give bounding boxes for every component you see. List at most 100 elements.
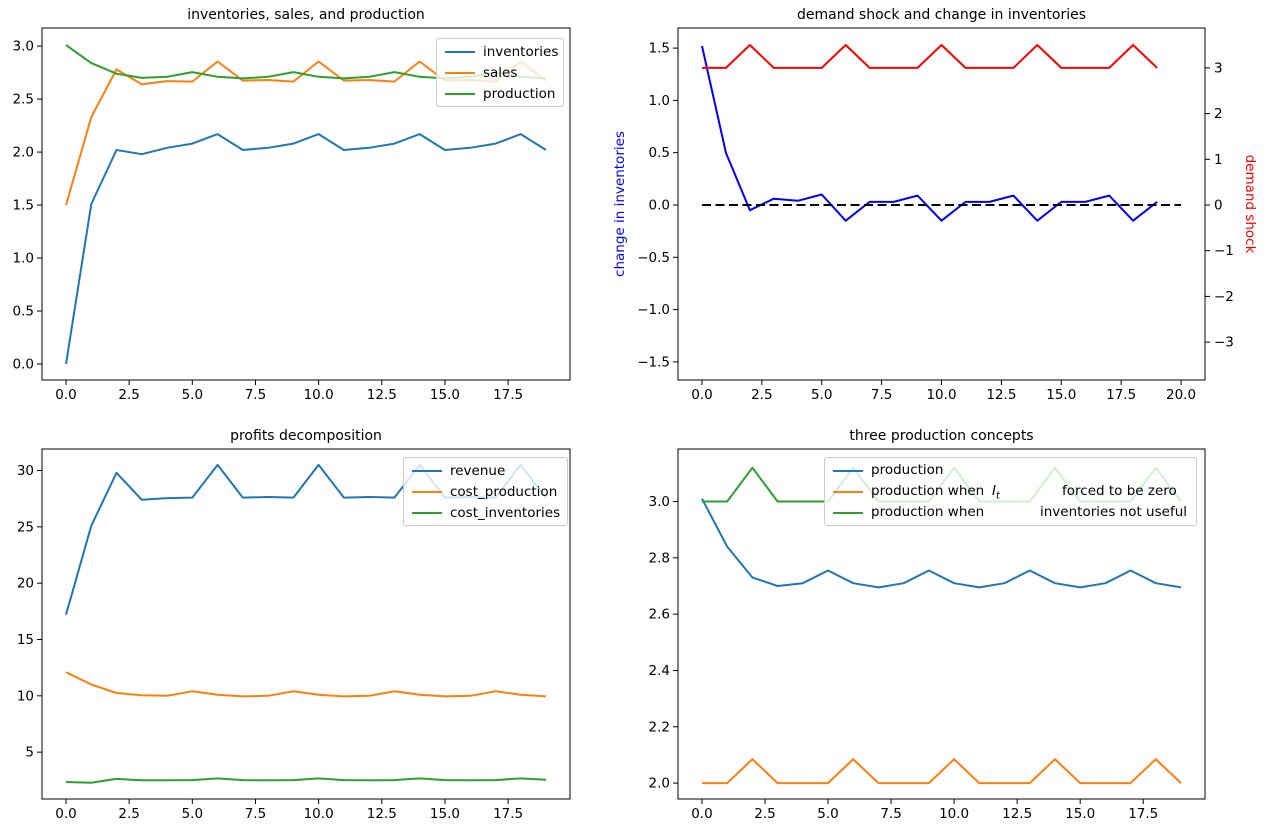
panel-inventories-sales-production: 0.0 2.5 5.0 7.5 10.0 12.5 15.0 17.5 0.0 0.5 1.0 1.5… [13,27,571,403]
legend-line-sample [412,490,442,493]
y-tick-right-label: −1 [1214,243,1234,259]
series-cost-inventories [65,777,547,784]
ylabel-change-in-inventories: change in inventories [612,131,628,277]
y-tick-label: 25 [17,519,34,535]
y-tick-label: 30 [17,463,34,479]
x-tick-label: 10.0 [939,806,969,822]
y-tick-right-label: −3 [1214,335,1234,351]
y-tick-label: 0.5 [649,145,670,161]
legend-item-production-inventories-not-useful: production when inventories not useful [825,502,1196,523]
x-tick-label: 0.0 [55,387,76,403]
y-tick-right-label: 3 [1214,60,1223,76]
y-tick-label: 0.0 [13,357,34,373]
ylabel-demand-shock: demand shock [1242,154,1258,254]
x-tick-label: 12.5 [1002,806,1032,822]
x-tick-label: 0.0 [691,387,712,403]
panel-title-demand-shock: demand shock and change in inventories [796,7,1087,23]
x-tick-label: 12.5 [986,387,1016,403]
legend-line-sample [833,512,863,514]
series-production-zero-inventories [702,758,1182,785]
series-production [701,498,1182,589]
legend-item-sales: sales [437,62,563,83]
x-tick-label: 5.0 [817,806,838,822]
legend-top-left: inventories sales production [436,38,564,107]
x-tick-label: 7.5 [880,806,901,822]
x-tick-label: 10.0 [304,387,334,403]
math-symbol-It: It [992,483,1000,502]
legend-label: cost_production [450,483,558,500]
x-tick-label: 5.0 [811,387,832,403]
x-tick-label: 2.5 [118,387,139,403]
x-tick-label: 17.5 [493,387,523,403]
legend-label: cost_inventories [450,504,561,521]
y-tick-label: 0.0 [649,197,670,213]
panel-title-three-production-concepts: three production concepts [849,428,1034,444]
legend-item-revenue: revenue [404,460,567,481]
legend-line-sample [833,491,863,493]
panel-title-profits-decomposition: profits decomposition [230,428,382,444]
legend-line-sample [412,469,442,472]
x-tick-label: 7.5 [245,806,266,822]
panel-profits-decomposition: 0.0 2.5 5.0 7.5 10.0 12.5 15.0 17.5 5 10 15 20 25 30 [17,448,571,822]
y-tick-label: 20 [17,576,34,592]
x-tick-label: 15.0 [430,387,460,403]
series-cost-production [65,671,547,698]
panel-title-inventories-sales-production: inventories, sales, and production [187,7,425,23]
x-tick-label: 7.5 [245,387,266,403]
x-tick-label: 15.0 [1065,806,1095,822]
legend-item-production-zero-inventories: production when It forced to be zero [825,481,1196,502]
x-tick-label: 12.5 [367,387,397,403]
axes-frame [41,448,571,800]
legend-item-cost-inventories: cost_inventories [404,502,567,523]
y-tick-label: 2.5 [13,92,34,108]
x-tick-label: 17.5 [1106,387,1136,403]
y-tick-label: −0.5 [637,250,670,266]
y-tick-label: −1.0 [637,302,670,318]
legend-bottom-left: revenue cost_production cost_inventories [403,457,568,526]
legend-label-post: inventories not useful [1040,504,1187,520]
x-tick-label: 0.0 [55,806,76,822]
legend-label-post: forced to be zero [1062,483,1177,499]
legend-label: production [483,85,556,102]
axes-frame [677,448,1206,800]
y-tick-right-label: 2 [1214,106,1223,122]
x-tick-label: 15.0 [430,806,460,822]
y-tick-right-label: 0 [1214,198,1223,214]
x-tick-label: 15.0 [1046,387,1076,403]
series-demand-shock [702,44,1158,69]
y-tick-label: 2.8 [649,550,670,566]
y-tick-label: 2.0 [649,776,670,792]
axes-frame [41,27,571,381]
y-tick-label: 2.4 [649,663,670,679]
legend-bottom-right: production production when It forced to … [824,457,1197,526]
y-tick-label: 2.0 [13,145,34,161]
y-tick-right-label: 1 [1214,152,1223,168]
legend-item-inventories: inventories [437,41,563,62]
legend-label: production [871,462,944,478]
x-tick-label: 12.5 [367,806,397,822]
y-tick-label: 15 [17,632,34,648]
series-inventories [65,133,547,365]
legend-label: sales [483,64,518,81]
x-tick-label: 17.5 [493,806,523,822]
legend-label-pre: production when [871,483,985,499]
legend-label: revenue [450,462,506,479]
x-tick-label: 0.0 [691,806,712,822]
x-tick-label: 17.5 [1128,806,1158,822]
y-tick-label: 1.0 [649,93,670,109]
x-tick-label: 20.0 [1166,387,1196,403]
legend-line-sample [445,50,475,53]
y-tick-right-label: −2 [1214,289,1234,305]
legend-line-sample [412,511,442,514]
legend-line-sample [445,92,475,95]
legend-item-production: production [825,460,1196,481]
legend-label-pre: production when [871,504,985,520]
y-tick-label: −1.5 [637,354,670,370]
x-tick-label: 10.0 [304,806,334,822]
y-tick-label: 10 [17,688,34,704]
y-tick-label: 3.0 [649,494,670,510]
y-tick-label: 1.5 [649,41,670,57]
legend-label: inventories [483,43,559,60]
